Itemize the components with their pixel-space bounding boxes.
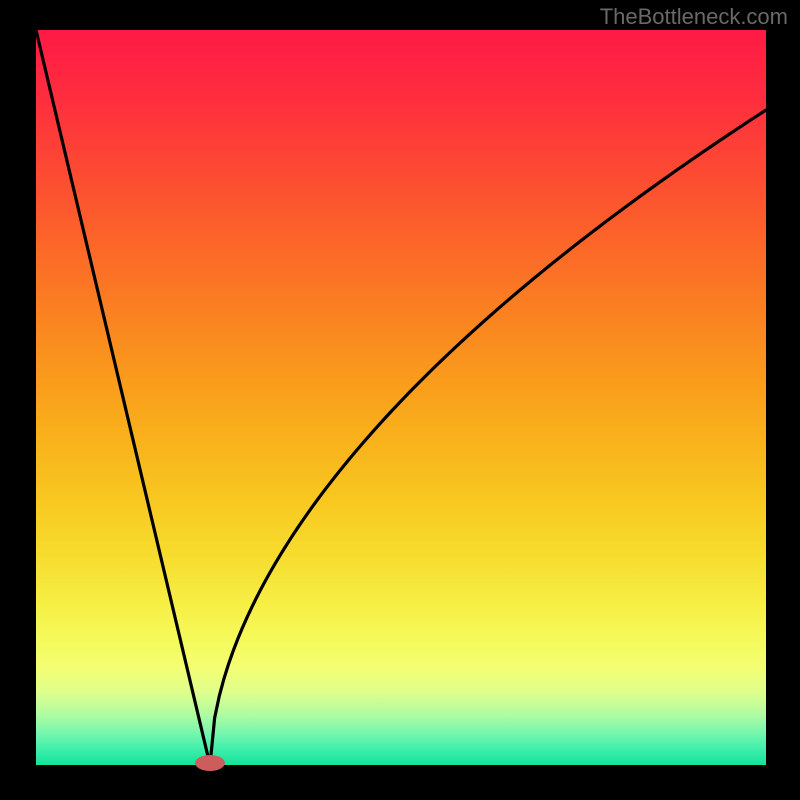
watermark-text: TheBottleneck.com	[600, 4, 788, 30]
bottleneck-chart	[0, 0, 800, 800]
optimal-point-marker	[195, 755, 225, 771]
chart-gradient-background	[36, 30, 766, 765]
